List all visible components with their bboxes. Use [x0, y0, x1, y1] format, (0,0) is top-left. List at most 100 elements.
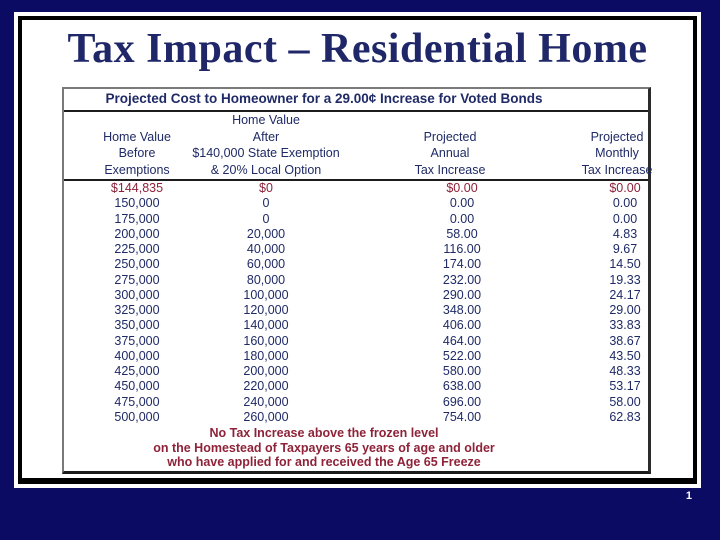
- table-row: 400,000 180,000 522.00 43.50: [64, 349, 648, 364]
- header-line: Before: [118, 146, 156, 160]
- table-cell: 754.00: [442, 409, 482, 424]
- table-row: 175,000 0 0.00 0.00: [64, 212, 648, 227]
- header-line: Tax Increase: [414, 162, 486, 177]
- table-cell: 350,000: [114, 318, 160, 333]
- table-cell: 150,000: [114, 196, 160, 211]
- table-row: 425,000 200,000 580.00 48.33: [64, 364, 648, 379]
- table-cell: 0.00: [612, 196, 638, 211]
- header-col-annual-increase: Projected Annual Tax Increase: [370, 129, 530, 179]
- note-line: No Tax Increase above the frozen level: [209, 426, 439, 440]
- table-cell: 4.83: [612, 226, 638, 241]
- header-line: Projected: [590, 129, 644, 144]
- table-row: 350,000 140,000 406.00 33.83: [64, 318, 648, 333]
- table-cell: 174.00: [442, 257, 482, 272]
- table-cell: $144,835: [110, 181, 164, 195]
- table-cell: 406.00: [442, 318, 482, 333]
- header-line: Tax Increase: [581, 162, 653, 177]
- slide-title: Tax Impact – Residential Home: [67, 26, 648, 72]
- page-number: 1: [685, 490, 692, 502]
- header-col-home-value-before: Home Value Before Exemptions: [62, 129, 212, 179]
- table-row: 375,000 160,000 464.00 38.67: [64, 334, 648, 349]
- table-cell: 200,000: [114, 226, 160, 241]
- slide: Tax Impact – Residential Home Projected …: [18, 16, 697, 484]
- table-cell: 696.00: [442, 394, 482, 409]
- table-cell: 58.00: [609, 394, 641, 409]
- note-line: on the Homestead of Taxpayers 65 years o…: [153, 440, 495, 455]
- table-cell: 500,000: [114, 409, 160, 424]
- header-line: Projected: [423, 129, 477, 144]
- table-cell: 240,000: [243, 394, 289, 409]
- table-cell: $0: [259, 181, 273, 195]
- header-col-home-value-after: Home Value After $140,000 State Exemption &…: [131, 112, 401, 178]
- table-cell: 43.50: [609, 348, 641, 363]
- table-cell: 580.00: [442, 364, 482, 378]
- table-row: 200,000 20,000 58.00 4.83: [64, 227, 648, 242]
- table-cell: 260,000: [243, 409, 289, 424]
- header-line: Monthly: [595, 146, 639, 160]
- table-row: 300,000 100,000 290.00 24.17: [64, 288, 648, 303]
- table-cell: 0.00: [612, 211, 638, 226]
- table-cell: 40,000: [246, 242, 286, 256]
- table-body: $144,835 $0 $0.00 $0.00 150,000 0 0.00 0.00 175,…: [64, 181, 648, 425]
- table-cell: 464.00: [442, 333, 482, 348]
- table-cell: 38.67: [609, 333, 641, 348]
- table-cell: 638.00: [442, 379, 482, 394]
- table-cell: 0: [262, 211, 270, 226]
- table-cell: 100,000: [243, 287, 289, 302]
- table-cell: 232.00: [442, 272, 482, 287]
- tax-impact-table: Projected Cost to Homeowner for a 29.00¢…: [62, 87, 652, 474]
- table-cell: 62.83: [609, 409, 641, 424]
- table-row: 250,000 60,000 174.00 14.50: [64, 257, 648, 272]
- table-cell: 9.67: [612, 242, 638, 256]
- table-cell: 348.00: [442, 303, 482, 317]
- table-cell: 33.83: [609, 318, 641, 333]
- table-cell: 200,000: [243, 364, 289, 378]
- table-cell: 24.17: [609, 287, 641, 302]
- header-line: Home Value: [232, 113, 300, 127]
- table-row: 150,000 0 0.00 0.00: [64, 196, 648, 211]
- table-cell: 140,000: [243, 318, 289, 333]
- header-line: $140,000 State Exemption: [192, 146, 340, 160]
- table-row: 225,000 40,000 116.00 9.67: [64, 242, 648, 257]
- table-row: 275,000 80,000 232.00 19.33: [64, 273, 648, 288]
- table-cell: 120,000: [243, 303, 289, 317]
- table-row: 325,000 120,000 348.00 29.00: [64, 303, 648, 318]
- table-row: $144,835 $0 $0.00 $0.00: [64, 181, 648, 196]
- table-row: 450,000 220,000 638.00 53.17: [64, 379, 648, 394]
- table-cell: 14.50: [609, 257, 641, 272]
- table-cell: 0.00: [449, 211, 475, 226]
- table-cell: 116.00: [443, 242, 481, 256]
- table-cell: 80,000: [246, 272, 286, 287]
- table-cell: 19.33: [609, 272, 641, 287]
- table-cell: 58.00: [446, 226, 478, 241]
- table-cell: 425,000: [114, 364, 160, 378]
- table-cell: 290.00: [442, 287, 482, 302]
- table-cell: 175,000: [114, 211, 160, 226]
- table-header: Home Value Before Exemptions Home Value Aft…: [62, 112, 652, 181]
- table-cell: 475,000: [114, 394, 160, 409]
- table-cell: 29.00: [609, 303, 641, 317]
- table-cell: 225,000: [114, 242, 160, 256]
- table-cell: 20,000: [246, 226, 286, 241]
- header-line: Exemptions: [104, 162, 170, 177]
- table-cell: $0.00: [446, 181, 478, 195]
- header-line: Home Value: [103, 129, 171, 144]
- table-cell: 220,000: [243, 379, 289, 394]
- table-cell: $0.00: [609, 181, 641, 195]
- table-caption: Projected Cost to Homeowner for a 29.00¢…: [64, 89, 648, 112]
- header-line: Annual: [430, 146, 470, 160]
- table-cell: 375,000: [114, 333, 160, 348]
- age65-freeze-note: No Tax Increase above the frozen level o…: [64, 425, 648, 471]
- table-cell: 325,000: [114, 303, 160, 317]
- table-cell: 48.33: [609, 364, 641, 378]
- table-cell: 53.17: [609, 379, 641, 394]
- header-line: & 20% Local Option: [210, 162, 322, 177]
- table-cell: 275,000: [114, 272, 160, 287]
- table-row: 500,000 260,000 754.00 62.83: [64, 410, 648, 425]
- table-cell: 0.00: [449, 196, 475, 211]
- header-col-monthly-increase: Projected Monthly Tax Increase: [537, 129, 697, 179]
- note-line: who have applied for and received the Ag…: [167, 455, 481, 470]
- table-cell: 180,000: [243, 348, 289, 363]
- table-row: 475,000 240,000 696.00 58.00: [64, 395, 648, 410]
